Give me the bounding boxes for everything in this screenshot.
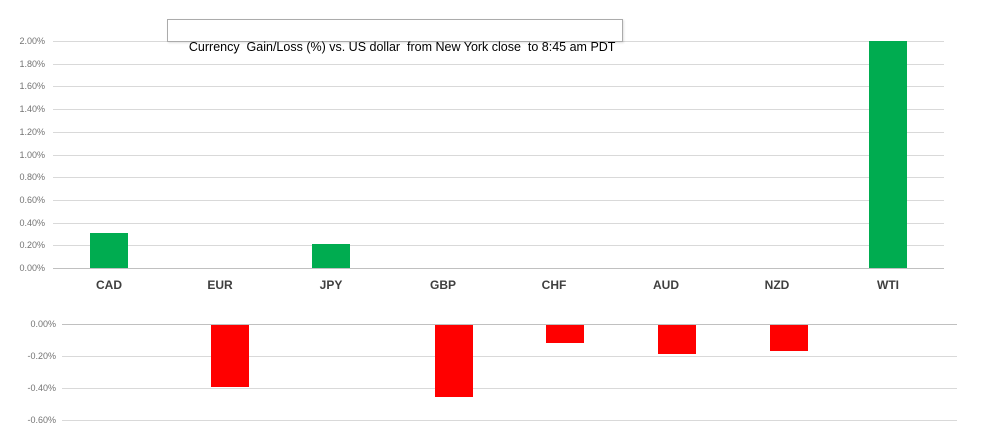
- category-label-EUR: EUR: [207, 278, 233, 292]
- gainers-tick-label: 0.00%: [19, 263, 45, 273]
- category-label-NZD: NZD: [764, 278, 790, 292]
- gainers-tick-label: 2.00%: [19, 36, 45, 46]
- category-label-WTI: WTI: [877, 278, 899, 292]
- gainers-tick-label: 1.00%: [19, 150, 45, 160]
- gainers-tick-label: 1.80%: [19, 59, 45, 69]
- category-label-CHF: CHF: [541, 278, 567, 292]
- gainers-tick-label: 0.80%: [19, 172, 45, 182]
- chart-title-box: Currency Gain/Loss (%) vs. US dollar fro…: [167, 19, 624, 54]
- category-label-CAD: CAD: [96, 278, 122, 292]
- gainers-gridline: [53, 245, 944, 246]
- gainers-tick-label: 1.60%: [19, 81, 45, 91]
- gainers-gridline: [53, 155, 944, 156]
- category-label-AUD: AUD: [653, 278, 679, 292]
- losers-tick-label: -0.60%: [27, 415, 56, 425]
- gainers-axis-line: [53, 268, 944, 269]
- bar-NZD: [770, 325, 808, 351]
- chart-title: Currency Gain/Loss (%) vs. US dollar fro…: [188, 40, 616, 54]
- losers-axis-line: [62, 324, 957, 325]
- gainers-gridline: [53, 86, 944, 87]
- bar-JPY: [312, 244, 350, 268]
- losers-tick-label: -0.20%: [27, 351, 56, 361]
- gainers-tick-label: 1.20%: [19, 127, 45, 137]
- bar-GBP: [435, 325, 473, 397]
- gainers-gridline: [53, 177, 944, 178]
- gainers-gridline: [53, 64, 944, 65]
- category-label-GBP: GBP: [429, 278, 456, 292]
- gainers-tick-label: 0.60%: [19, 195, 45, 205]
- gainers-gridline: [53, 200, 944, 201]
- gainers-gridline: [53, 223, 944, 224]
- bar-EUR: [211, 325, 249, 387]
- category-label-JPY: JPY: [319, 278, 343, 292]
- gainers-tick-label: 1.40%: [19, 104, 45, 114]
- gainers-gridline: [53, 132, 944, 133]
- losers-gridline: [62, 356, 957, 357]
- gainers-tick-label: 0.20%: [19, 240, 45, 250]
- losers-tick-label: -0.40%: [27, 383, 56, 393]
- gainers-gridline: [53, 109, 944, 110]
- losers-gridline: [62, 388, 957, 389]
- bar-WTI: [869, 41, 907, 268]
- bar-CHF: [546, 325, 584, 343]
- losers-tick-label: 0.00%: [30, 319, 56, 329]
- losers-gridline: [62, 420, 957, 421]
- bar-AUD: [658, 325, 696, 354]
- bar-CAD: [90, 233, 128, 268]
- gainers-tick-label: 0.40%: [19, 218, 45, 228]
